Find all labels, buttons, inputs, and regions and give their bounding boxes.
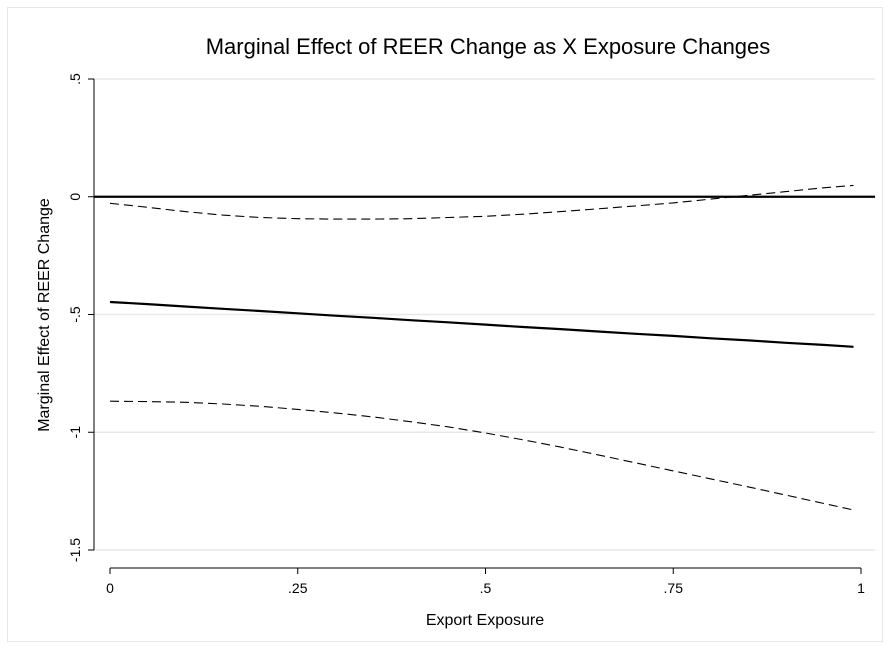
y-tick-label: .5 <box>67 73 83 85</box>
series-group <box>94 184 875 511</box>
marginal-effect-line <box>109 300 854 348</box>
lower-confidence-line <box>109 400 854 511</box>
y-tick-label: -.5 <box>67 306 83 323</box>
chart-frame <box>7 7 883 642</box>
upper-confidence-line <box>109 184 854 220</box>
y-tick-label: -1 <box>67 426 83 439</box>
chart-title: Marginal Effect of REER Change as X Expo… <box>206 34 771 59</box>
y-tick-label: 0 <box>67 193 83 201</box>
x-tick-label: .75 <box>664 580 684 596</box>
x-tick-label: 0 <box>106 580 114 596</box>
y-tick-label: -1.5 <box>67 538 83 562</box>
x-tick-label: .5 <box>480 580 492 596</box>
x-tick-label: .25 <box>288 580 308 596</box>
x-axis-label: Export Exposure <box>426 612 544 629</box>
x-tick-label: 1 <box>857 580 865 596</box>
y-axis-label: Marginal Effect of REER Change <box>36 198 53 432</box>
gridlines <box>94 78 875 551</box>
axes: -1.5 -1 -.5 0 .5 0 .25 .5 .75 1 <box>67 73 865 596</box>
